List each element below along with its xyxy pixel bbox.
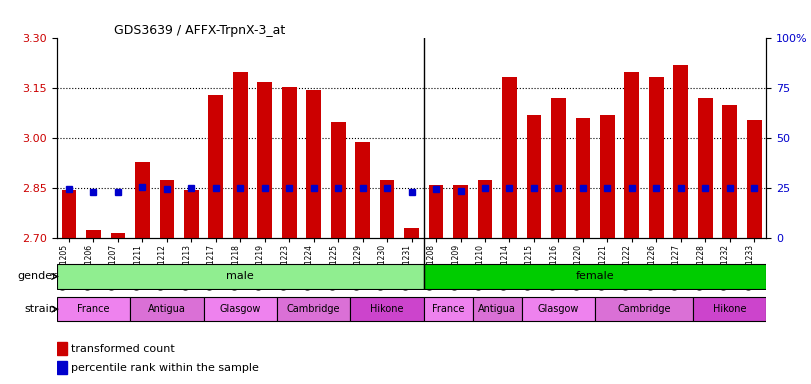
- Text: transformed count: transformed count: [71, 344, 174, 354]
- FancyBboxPatch shape: [521, 297, 595, 321]
- Bar: [673, 65, 688, 238]
- Bar: [257, 82, 272, 238]
- Text: Hikone: Hikone: [371, 304, 404, 314]
- Bar: [184, 190, 199, 238]
- Bar: [404, 228, 419, 238]
- Bar: [233, 72, 247, 238]
- FancyBboxPatch shape: [595, 297, 693, 321]
- Text: Glasgow: Glasgow: [538, 304, 579, 314]
- Bar: [747, 120, 762, 238]
- Text: Cambridge: Cambridge: [617, 304, 671, 314]
- FancyBboxPatch shape: [277, 297, 350, 321]
- Bar: [57, 361, 67, 374]
- FancyBboxPatch shape: [57, 297, 131, 321]
- Bar: [551, 98, 566, 238]
- Text: Cambridge: Cambridge: [287, 304, 341, 314]
- Bar: [453, 185, 468, 238]
- Bar: [698, 98, 713, 238]
- Bar: [576, 118, 590, 238]
- FancyBboxPatch shape: [204, 297, 277, 321]
- Text: strain: strain: [25, 304, 57, 314]
- Bar: [160, 180, 174, 238]
- Bar: [86, 230, 101, 238]
- Bar: [624, 72, 639, 238]
- Bar: [355, 142, 370, 238]
- Text: Glasgow: Glasgow: [220, 304, 261, 314]
- Bar: [110, 233, 125, 238]
- Bar: [282, 87, 297, 238]
- FancyBboxPatch shape: [693, 297, 766, 321]
- Text: percentile rank within the sample: percentile rank within the sample: [71, 363, 259, 373]
- Text: France: France: [77, 304, 109, 314]
- FancyBboxPatch shape: [131, 297, 204, 321]
- FancyBboxPatch shape: [473, 297, 521, 321]
- Bar: [135, 162, 150, 238]
- Text: Hikone: Hikone: [713, 304, 746, 314]
- Text: Antigua: Antigua: [148, 304, 186, 314]
- Bar: [502, 77, 517, 238]
- Text: gender: gender: [17, 271, 57, 281]
- Bar: [649, 77, 663, 238]
- Text: France: France: [432, 304, 465, 314]
- FancyBboxPatch shape: [424, 297, 473, 321]
- Bar: [331, 122, 345, 238]
- FancyBboxPatch shape: [57, 264, 424, 289]
- Bar: [429, 185, 444, 238]
- Bar: [526, 115, 541, 238]
- Bar: [723, 105, 737, 238]
- Bar: [307, 90, 321, 238]
- Text: Antigua: Antigua: [478, 304, 516, 314]
- Bar: [62, 190, 76, 238]
- Bar: [380, 180, 394, 238]
- FancyBboxPatch shape: [424, 264, 766, 289]
- Text: female: female: [576, 271, 615, 281]
- Bar: [600, 115, 615, 238]
- FancyBboxPatch shape: [350, 297, 424, 321]
- Bar: [208, 95, 223, 238]
- Text: GDS3639 / AFFX-TrpnX-3_at: GDS3639 / AFFX-TrpnX-3_at: [114, 24, 285, 37]
- Text: male: male: [226, 271, 254, 281]
- Bar: [57, 342, 67, 355]
- Bar: [478, 180, 492, 238]
